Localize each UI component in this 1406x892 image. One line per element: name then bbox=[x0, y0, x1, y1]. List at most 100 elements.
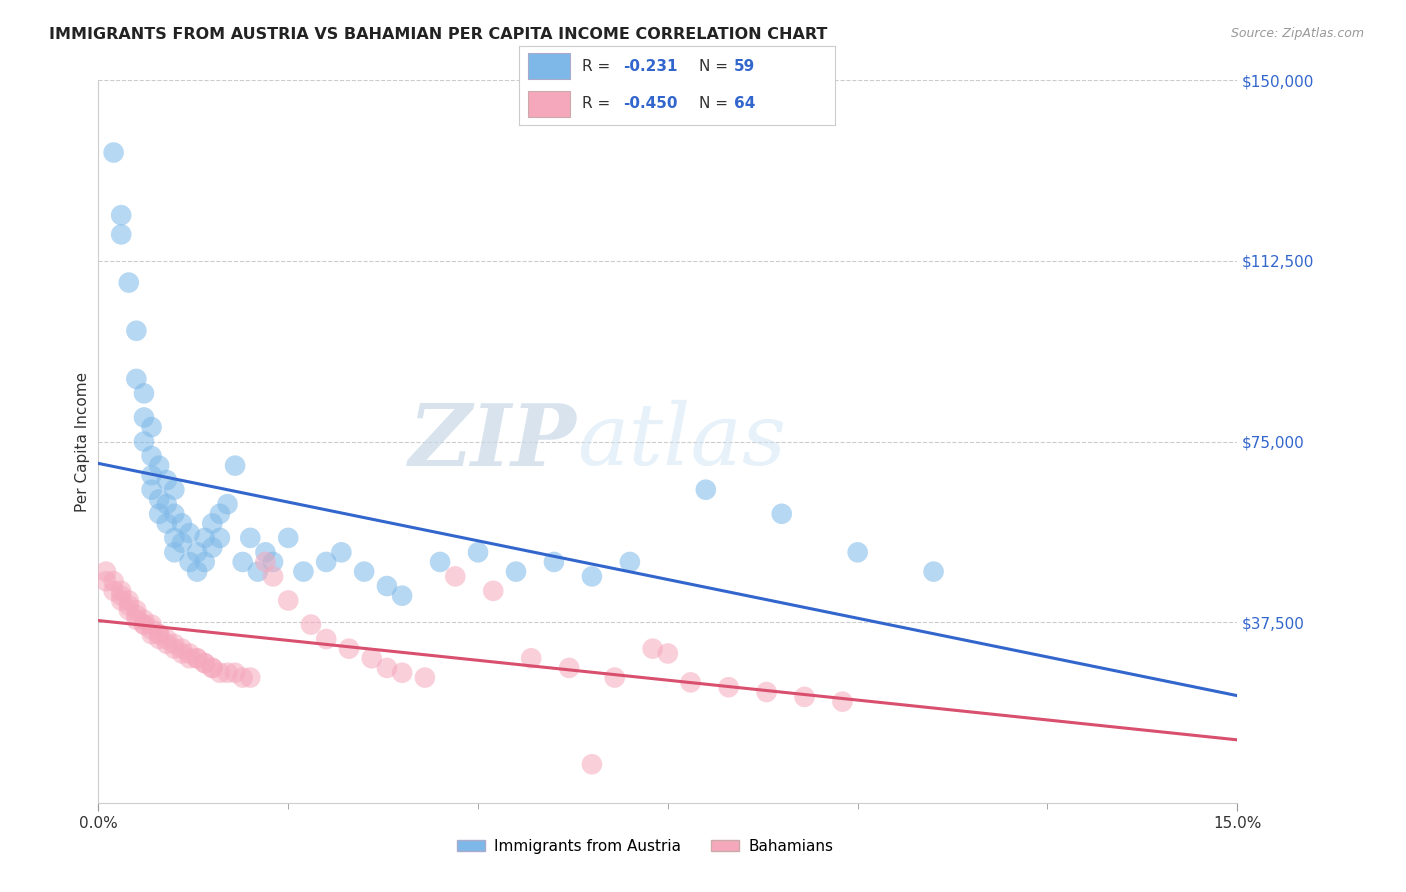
Point bbox=[254, 555, 277, 569]
Text: -0.231: -0.231 bbox=[623, 59, 678, 74]
Point bbox=[163, 637, 186, 651]
Point bbox=[391, 589, 413, 603]
Point bbox=[163, 641, 186, 656]
Point bbox=[429, 555, 451, 569]
Point bbox=[179, 555, 201, 569]
Point bbox=[156, 637, 179, 651]
Point bbox=[755, 685, 778, 699]
Point bbox=[330, 545, 353, 559]
Point bbox=[619, 555, 641, 569]
Point bbox=[148, 492, 170, 507]
Point bbox=[163, 507, 186, 521]
Point bbox=[125, 607, 148, 622]
Point bbox=[118, 599, 141, 613]
Point bbox=[156, 516, 179, 531]
Point bbox=[156, 497, 179, 511]
Point bbox=[558, 661, 581, 675]
Point bbox=[141, 420, 163, 434]
Point bbox=[194, 656, 217, 670]
Point bbox=[360, 651, 382, 665]
Point bbox=[103, 583, 125, 598]
Point bbox=[148, 627, 170, 641]
Point bbox=[132, 386, 155, 401]
Text: atlas: atlas bbox=[576, 401, 786, 483]
Point bbox=[201, 661, 224, 675]
Point bbox=[262, 569, 284, 583]
Point bbox=[717, 680, 740, 694]
Point bbox=[141, 483, 163, 497]
Point bbox=[141, 468, 163, 483]
Point bbox=[186, 565, 208, 579]
Point bbox=[148, 627, 170, 641]
Point bbox=[163, 545, 186, 559]
Point bbox=[163, 531, 186, 545]
Point bbox=[254, 545, 277, 559]
Point bbox=[201, 541, 224, 555]
Point bbox=[148, 458, 170, 473]
Point bbox=[201, 516, 224, 531]
Point bbox=[132, 617, 155, 632]
Text: 64: 64 bbox=[734, 96, 755, 112]
Point bbox=[194, 555, 217, 569]
Point bbox=[831, 695, 853, 709]
Point bbox=[315, 555, 337, 569]
Point bbox=[505, 565, 527, 579]
Point bbox=[337, 641, 360, 656]
Text: N =: N = bbox=[699, 96, 733, 112]
Point bbox=[125, 613, 148, 627]
Point bbox=[110, 227, 132, 242]
Point bbox=[603, 671, 626, 685]
Point bbox=[170, 516, 193, 531]
Point bbox=[110, 583, 132, 598]
Point bbox=[277, 593, 299, 607]
Point bbox=[262, 555, 284, 569]
Point bbox=[125, 372, 148, 386]
Point bbox=[224, 458, 246, 473]
Point bbox=[770, 507, 793, 521]
Text: IMMIGRANTS FROM AUSTRIA VS BAHAMIAN PER CAPITA INCOME CORRELATION CHART: IMMIGRANTS FROM AUSTRIA VS BAHAMIAN PER … bbox=[49, 27, 828, 42]
Point bbox=[239, 671, 262, 685]
Point bbox=[132, 410, 155, 425]
Point bbox=[467, 545, 489, 559]
Point bbox=[581, 569, 603, 583]
Point bbox=[110, 593, 132, 607]
Point bbox=[246, 565, 269, 579]
Point bbox=[156, 473, 179, 487]
Text: R =: R = bbox=[582, 96, 616, 112]
Point bbox=[793, 690, 815, 704]
Point bbox=[141, 449, 163, 463]
Point bbox=[94, 565, 117, 579]
Point bbox=[391, 665, 413, 680]
Point bbox=[657, 647, 679, 661]
FancyBboxPatch shape bbox=[529, 54, 569, 79]
Point bbox=[156, 632, 179, 646]
Point bbox=[132, 613, 155, 627]
Point bbox=[444, 569, 467, 583]
Text: 59: 59 bbox=[734, 59, 755, 74]
Point bbox=[125, 603, 148, 617]
Point bbox=[141, 627, 163, 641]
Point bbox=[520, 651, 543, 665]
Point bbox=[217, 497, 239, 511]
Point bbox=[118, 276, 141, 290]
Point bbox=[413, 671, 436, 685]
Text: Source: ZipAtlas.com: Source: ZipAtlas.com bbox=[1230, 27, 1364, 40]
Point bbox=[641, 641, 664, 656]
Point bbox=[922, 565, 945, 579]
Point bbox=[103, 574, 125, 589]
Point bbox=[315, 632, 337, 646]
Point bbox=[110, 208, 132, 222]
Point bbox=[277, 531, 299, 545]
Point bbox=[695, 483, 717, 497]
Point bbox=[125, 324, 148, 338]
Point bbox=[94, 574, 117, 589]
Point bbox=[375, 661, 398, 675]
Point bbox=[186, 651, 208, 665]
Text: ZIP: ZIP bbox=[409, 400, 576, 483]
Point bbox=[186, 651, 208, 665]
Point bbox=[118, 593, 141, 607]
Y-axis label: Per Capita Income: Per Capita Income bbox=[75, 371, 90, 512]
Point bbox=[110, 589, 132, 603]
Point bbox=[232, 555, 254, 569]
Point bbox=[194, 656, 217, 670]
